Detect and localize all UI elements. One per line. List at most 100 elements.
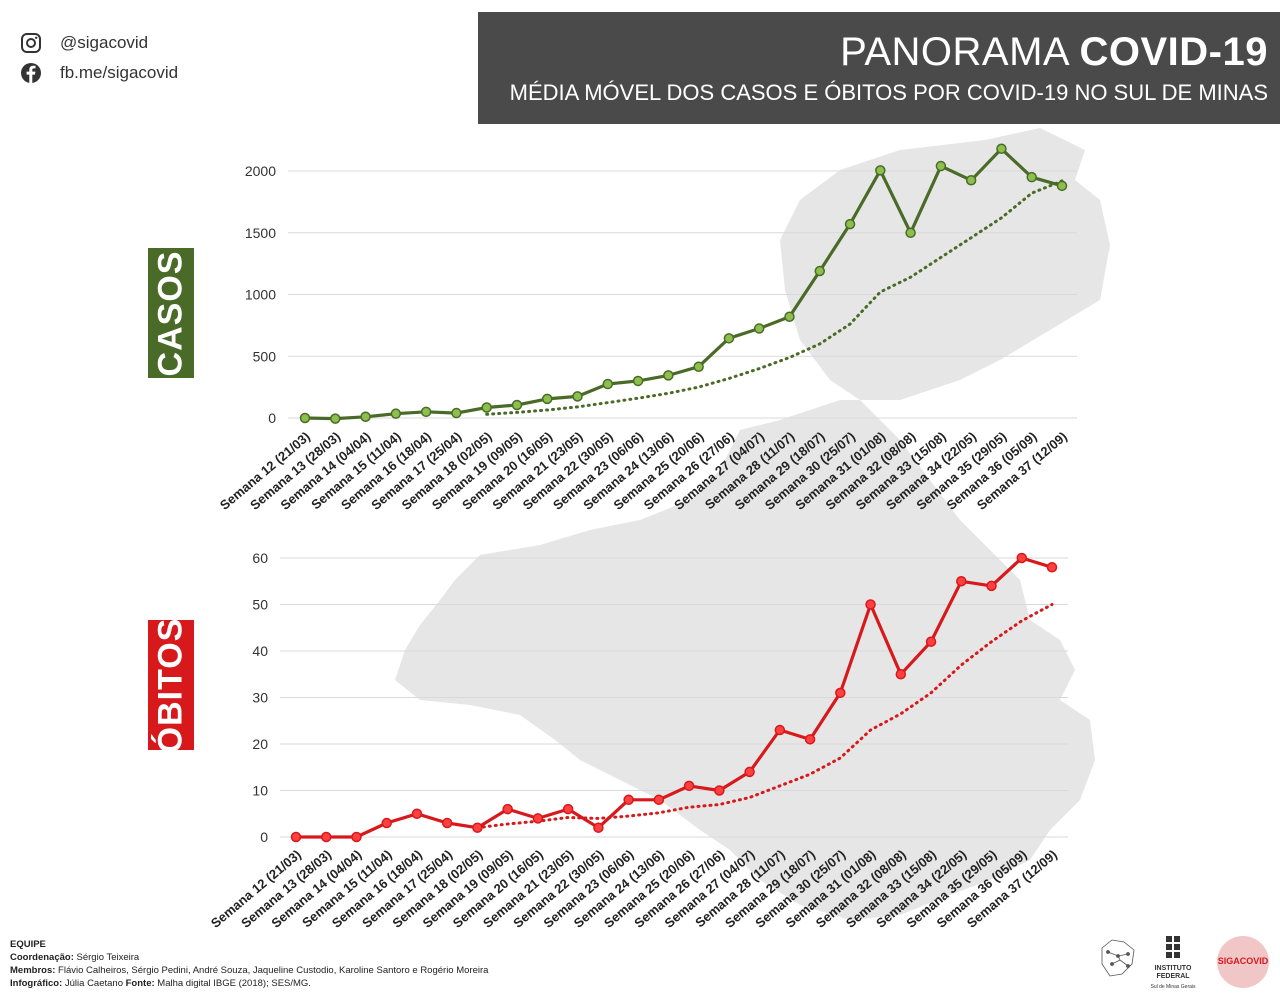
header-banner: PANORAMA COVID-19 MÉDIA MÓVEL DOS CASOS …: [478, 12, 1280, 124]
casos-data-point: [1056, 180, 1068, 192]
casos-data-point: [844, 218, 856, 230]
credits-heading: EQUIPE: [10, 939, 46, 950]
obitos-data-point: [593, 822, 604, 833]
casos-data-point: [875, 165, 886, 176]
obitos-data-point: [774, 724, 786, 736]
facebook-row[interactable]: fb.me/sigacovid: [20, 62, 178, 84]
obitos-data-point: [290, 831, 302, 843]
casos-data-point: [814, 265, 826, 277]
instagram-icon: [21, 33, 41, 53]
casos-data-point: [451, 407, 462, 419]
page-subtitle: MÉDIA MÓVEL DOS CASOS E ÓBITOS POR COVID…: [509, 80, 1268, 105]
team-credits: EQUIPE Coordenação: Sérgio Teixeira Memb…: [10, 938, 488, 990]
casos-data-point: [996, 143, 1007, 155]
info-value: Júlia Caetano: [62, 978, 126, 989]
siga-logo-text: SIGACOVID: [1218, 956, 1269, 966]
instagram-row[interactable]: @sigacovid: [20, 32, 148, 54]
casos-data-point: [723, 333, 735, 344]
casos-data-point: [965, 175, 977, 186]
facebook-link[interactable]: fb.me/sigacovid: [60, 63, 179, 82]
sigacovid-logo: SIGACOVID: [1217, 936, 1269, 988]
obitos-data-point: [804, 734, 816, 745]
obitos-side-label: ÓBITOS: [148, 617, 194, 753]
source-label: Fonte:: [125, 978, 155, 989]
network-map-logo: [1101, 939, 1135, 977]
casos-data-point: [390, 408, 402, 419]
instagram-handle[interactable]: @sigacovid: [60, 33, 149, 52]
casos-data-point: [1026, 171, 1037, 183]
obitos-data-point: [925, 636, 937, 647]
casos-y-tick-label: 0: [268, 410, 276, 426]
obitos-data-point: [835, 687, 846, 699]
info-label: Infográfico:: [10, 978, 63, 989]
obitos-data-point: [320, 831, 332, 843]
partner-logos: INSTITUTO FEDERAL Sul de Minas Gerais SI…: [1101, 936, 1269, 990]
obitos-data-point: [441, 817, 453, 829]
coord-value: Sérgio Teixeira: [73, 952, 140, 963]
facebook-icon: [21, 63, 41, 83]
casos-data-point: [541, 393, 553, 405]
obitos-data-point: [532, 813, 544, 824]
obitos-data-point: [381, 817, 392, 829]
title-light: PANORAMA: [840, 30, 1080, 74]
obitos-data-point: [956, 576, 967, 587]
map-shape: [395, 128, 1110, 920]
casos-side-label: CASOS: [148, 248, 194, 378]
casos-trend-line: [485, 179, 1064, 416]
casos-y-tick-label: 1000: [245, 287, 276, 303]
casos-data-point: [784, 311, 795, 322]
obitos-data-point: [653, 794, 665, 806]
obitos-data-point: [562, 803, 574, 815]
obitos-y-tick-label: 0: [260, 829, 268, 845]
obitos-y-tick-label: 50: [252, 597, 268, 613]
obitos-y-tick-label: 20: [252, 736, 268, 752]
casos-data-point: [753, 323, 765, 334]
obitos-y-tick-label: 40: [252, 643, 268, 659]
casos-data-point: [905, 227, 916, 238]
casos-y-tick-label: 2000: [245, 163, 276, 179]
casos-data-point: [632, 375, 644, 387]
obitos-data-point: [895, 669, 907, 680]
obitos-data-point: [744, 766, 755, 778]
casos-data-point: [420, 406, 432, 418]
obitos-data-point: [714, 785, 725, 796]
casos-data-point: [602, 378, 614, 390]
obitos-data-point: [865, 599, 876, 610]
obitos-y-tick-label: 60: [252, 550, 268, 566]
casos-data-point: [330, 413, 341, 424]
obitos-data-point: [986, 580, 997, 592]
obitos-y-tick-label: 10: [252, 783, 268, 799]
institute-line3: Sul de Minas Gerais: [1150, 984, 1196, 990]
coord-label: Coordenação:: [10, 952, 74, 963]
obitos-weekly-line: [296, 556, 1053, 839]
title-bold: COVID-19: [1079, 30, 1268, 74]
casos-data-point: [511, 399, 523, 411]
casos-data-point: [481, 402, 492, 413]
casos-data-point: [299, 412, 311, 424]
members-label: Membros:: [10, 965, 56, 976]
source-value: Malha digital IBGE (2018); SES/MG.: [154, 978, 311, 989]
page-title: PANORAMA COVID-19: [840, 30, 1268, 75]
institute-line1: INSTITUTO: [1155, 965, 1192, 972]
obitos-trend-line: [475, 603, 1054, 830]
casos-data-point: [572, 391, 583, 402]
casos-data-point: [935, 160, 947, 172]
institute-logo: INSTITUTO FEDERAL Sul de Minas Gerais: [1150, 936, 1196, 990]
obitos-data-point: [623, 794, 634, 806]
obitos-data-point: [411, 808, 423, 819]
casos-y-tick-label: 1500: [245, 225, 276, 241]
obitos-data-point: [683, 780, 695, 792]
obitos-data-point: [1046, 562, 1058, 573]
casos-data-point: [693, 361, 704, 372]
obitos-data-point: [502, 803, 513, 815]
casos-y-tick-label: 500: [253, 348, 277, 364]
members-value: Flávio Calheiros, Sérgio Pedini, André S…: [55, 965, 489, 976]
casos-data-point: [663, 370, 674, 381]
obitos-y-tick-label: 30: [252, 690, 268, 706]
obitos-data-point: [351, 831, 362, 843]
institute-line2: FEDERAL: [1156, 973, 1190, 980]
obitos-data-point: [1016, 552, 1028, 564]
